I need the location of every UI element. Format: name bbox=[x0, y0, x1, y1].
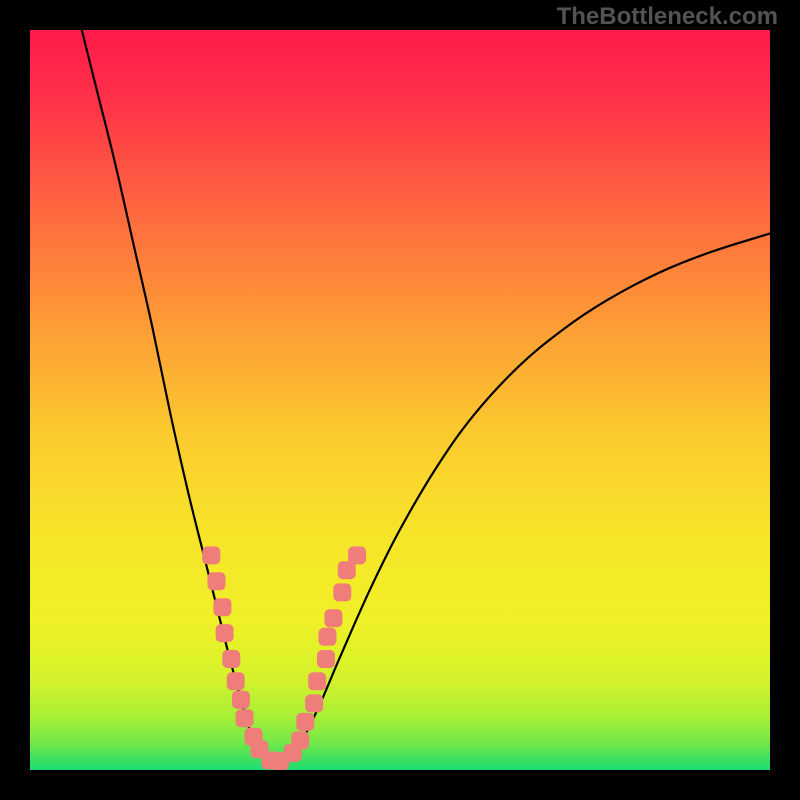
scatter-point bbox=[232, 691, 250, 709]
scatter-point bbox=[296, 713, 314, 731]
scatter-point bbox=[207, 572, 225, 590]
scatter-point bbox=[318, 628, 336, 646]
chart-background bbox=[30, 30, 770, 770]
scatter-point bbox=[317, 650, 335, 668]
frame-right bbox=[770, 0, 800, 800]
scatter-point bbox=[227, 672, 245, 690]
scatter-point bbox=[308, 672, 326, 690]
scatter-point bbox=[202, 546, 220, 564]
scatter-point bbox=[333, 583, 351, 601]
scatter-point bbox=[216, 624, 234, 642]
scatter-point bbox=[213, 598, 231, 616]
scatter-point bbox=[324, 609, 342, 627]
scatter-point bbox=[305, 694, 323, 712]
watermark-text: TheBottleneck.com bbox=[557, 3, 778, 31]
chart-plot-area bbox=[30, 30, 770, 770]
scatter-point bbox=[291, 731, 309, 749]
frame-left bbox=[0, 0, 30, 800]
scatter-point bbox=[222, 650, 240, 668]
chart-svg bbox=[30, 30, 770, 770]
frame-bottom bbox=[0, 770, 800, 800]
scatter-point bbox=[236, 709, 254, 727]
scatter-point bbox=[348, 546, 366, 564]
